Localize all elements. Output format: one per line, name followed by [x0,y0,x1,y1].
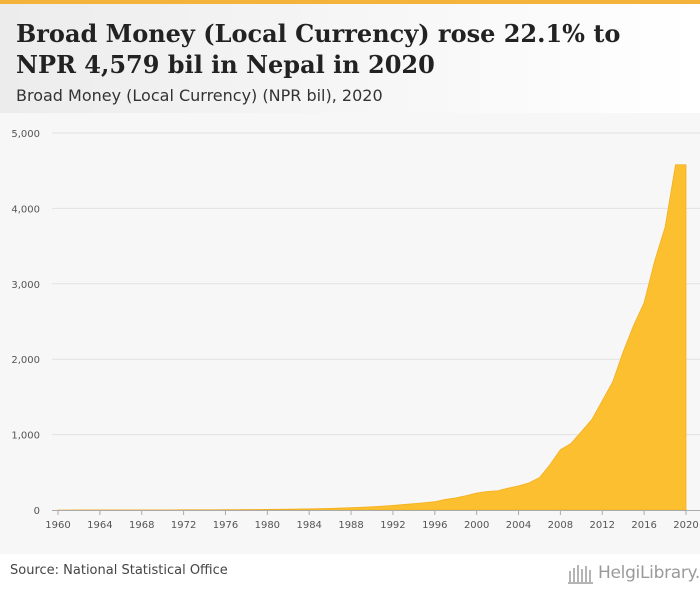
data-point [539,477,540,478]
x-tick-label: 2000 [464,520,489,531]
data-point [466,495,467,496]
chart-subtitle: Broad Money (Local Currency) (NPR bil), … [16,86,383,105]
x-tick-label: 1988 [338,520,363,531]
helgilibrary-logo: HelgiLibrary. [568,560,700,586]
data-point [256,509,257,510]
data-point [424,502,425,503]
x-tick-label: 1996 [422,520,447,531]
x-tick-label: 1976 [213,520,238,531]
data-point [664,227,665,228]
x-tick-label: 2008 [548,520,573,531]
y-tick-label: 5,000 [11,129,40,140]
x-tick-label: 2004 [506,520,531,531]
y-tick-label: 2,000 [11,355,40,366]
data-point [591,419,592,420]
data-point [644,302,645,303]
data-point [675,164,676,165]
library-building-icon [568,565,593,584]
data-point [455,497,456,498]
data-point [267,509,268,510]
x-tick-label: 2020 [673,520,698,531]
x-tick-label: 1972 [171,520,196,531]
data-point [392,505,393,506]
y-tick-label: 3,000 [11,280,40,291]
data-point [487,491,488,492]
x-tick-label: 2016 [631,520,656,531]
data-point [445,499,446,500]
x-tick-label: 1992 [380,520,405,531]
x-tick-label: 1980 [255,520,280,531]
data-point [361,507,362,508]
y-tick-label: 0 [34,506,40,517]
data-point [612,381,613,382]
data-point [350,507,351,508]
chart-title: Broad Money (Local Currency) rose 22.1% … [16,19,621,79]
source-note: Source: National Statistical Office [10,563,228,578]
logo-text: HelgiLibrary. [598,563,700,583]
y-tick-label: 4,000 [11,204,40,215]
x-tick-label: 1964 [87,520,112,531]
y-tick-label: 1,000 [11,431,40,442]
data-point [476,492,477,493]
data-point [497,490,498,491]
data-point [330,508,331,509]
x-axis [52,510,700,515]
data-point [623,351,624,352]
x-tick-label: 2012 [590,520,615,531]
area-series-path [57,164,687,511]
data-point [319,508,320,509]
data-point [340,507,341,508]
data-point [371,506,372,507]
data-point [309,508,310,509]
data-point [507,488,508,489]
x-axis-labels: 1960 1964 1968 1972 1976 1980 1984 1988 1992 1996… [45,520,698,531]
data-point [654,261,655,262]
data-point [518,485,519,486]
data-point [528,482,529,483]
x-tick-label: 1968 [129,520,154,531]
data-point [560,449,561,450]
data-point [434,501,435,502]
data-point [403,504,404,505]
x-tick-label: 1984 [296,520,321,531]
data-point [382,506,383,507]
data-point [413,503,414,504]
header: Broad Money (Local Currency) rose 22.1% … [0,4,700,113]
data-point [570,443,571,444]
data-point [549,464,550,465]
x-tick-label: 1960 [45,520,70,531]
area-series [57,164,687,511]
data-point [633,325,634,326]
y-axis: 0 1,000 2,000 3,000 4,000 5,000 [11,129,40,517]
data-point [685,164,686,165]
data-point [602,400,603,401]
data-point [298,508,299,509]
data-point [288,509,289,510]
top-accent-bar [0,0,700,4]
data-point [277,509,278,510]
data-point [581,431,582,432]
gridlines [52,132,700,436]
data-point [246,509,247,510]
